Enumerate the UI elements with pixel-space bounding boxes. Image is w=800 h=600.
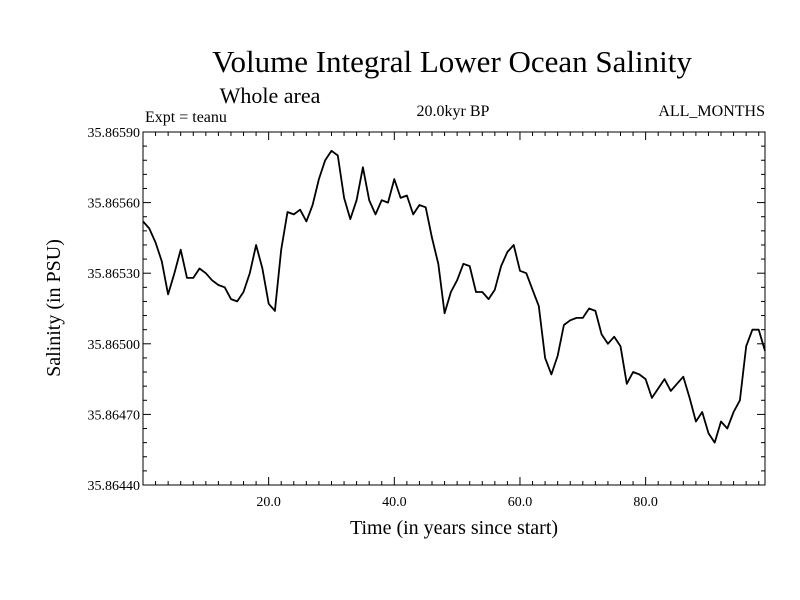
y-axis-tick-labels: 35.86440 35.86470 35.86500 35.86530 35.86560… bbox=[88, 126, 141, 494]
x-tick-label: 20.0 bbox=[256, 495, 281, 510]
y-tick-label: 35.86530 bbox=[88, 267, 141, 282]
x-axis-label: Time (in years since start) bbox=[350, 517, 558, 539]
y-axis-ticks bbox=[143, 145, 765, 472]
months-label: ALL_MONTHS bbox=[658, 103, 765, 120]
series-layer bbox=[142, 149, 766, 444]
x-tick-label: 80.0 bbox=[633, 495, 658, 510]
x-axis-tick-labels: 20.0 40.0 60.0 80.0 bbox=[256, 495, 657, 510]
period-label: 20.0kyr BP bbox=[417, 103, 490, 120]
series-line bbox=[142, 149, 766, 444]
experiment-label: Expt = teanu bbox=[145, 109, 227, 126]
y-tick-label: 35.86500 bbox=[88, 338, 141, 353]
y-tick-label: 35.86440 bbox=[88, 479, 141, 494]
x-tick-label: 60.0 bbox=[508, 495, 533, 510]
chart-subtitle: Whole area bbox=[220, 83, 321, 108]
x-axis-ticks bbox=[155, 132, 760, 485]
x-tick-label: 40.0 bbox=[382, 495, 407, 510]
plot-frame bbox=[142, 131, 766, 486]
y-tick-label: 35.86470 bbox=[88, 408, 141, 423]
y-axis-label: Salinity (in PSU) bbox=[43, 239, 65, 377]
y-tick-label: 35.86590 bbox=[88, 126, 141, 141]
chart-title: Volume Integral Lower Ocean Salinity bbox=[212, 44, 692, 79]
y-tick-label: 35.86560 bbox=[88, 197, 141, 212]
